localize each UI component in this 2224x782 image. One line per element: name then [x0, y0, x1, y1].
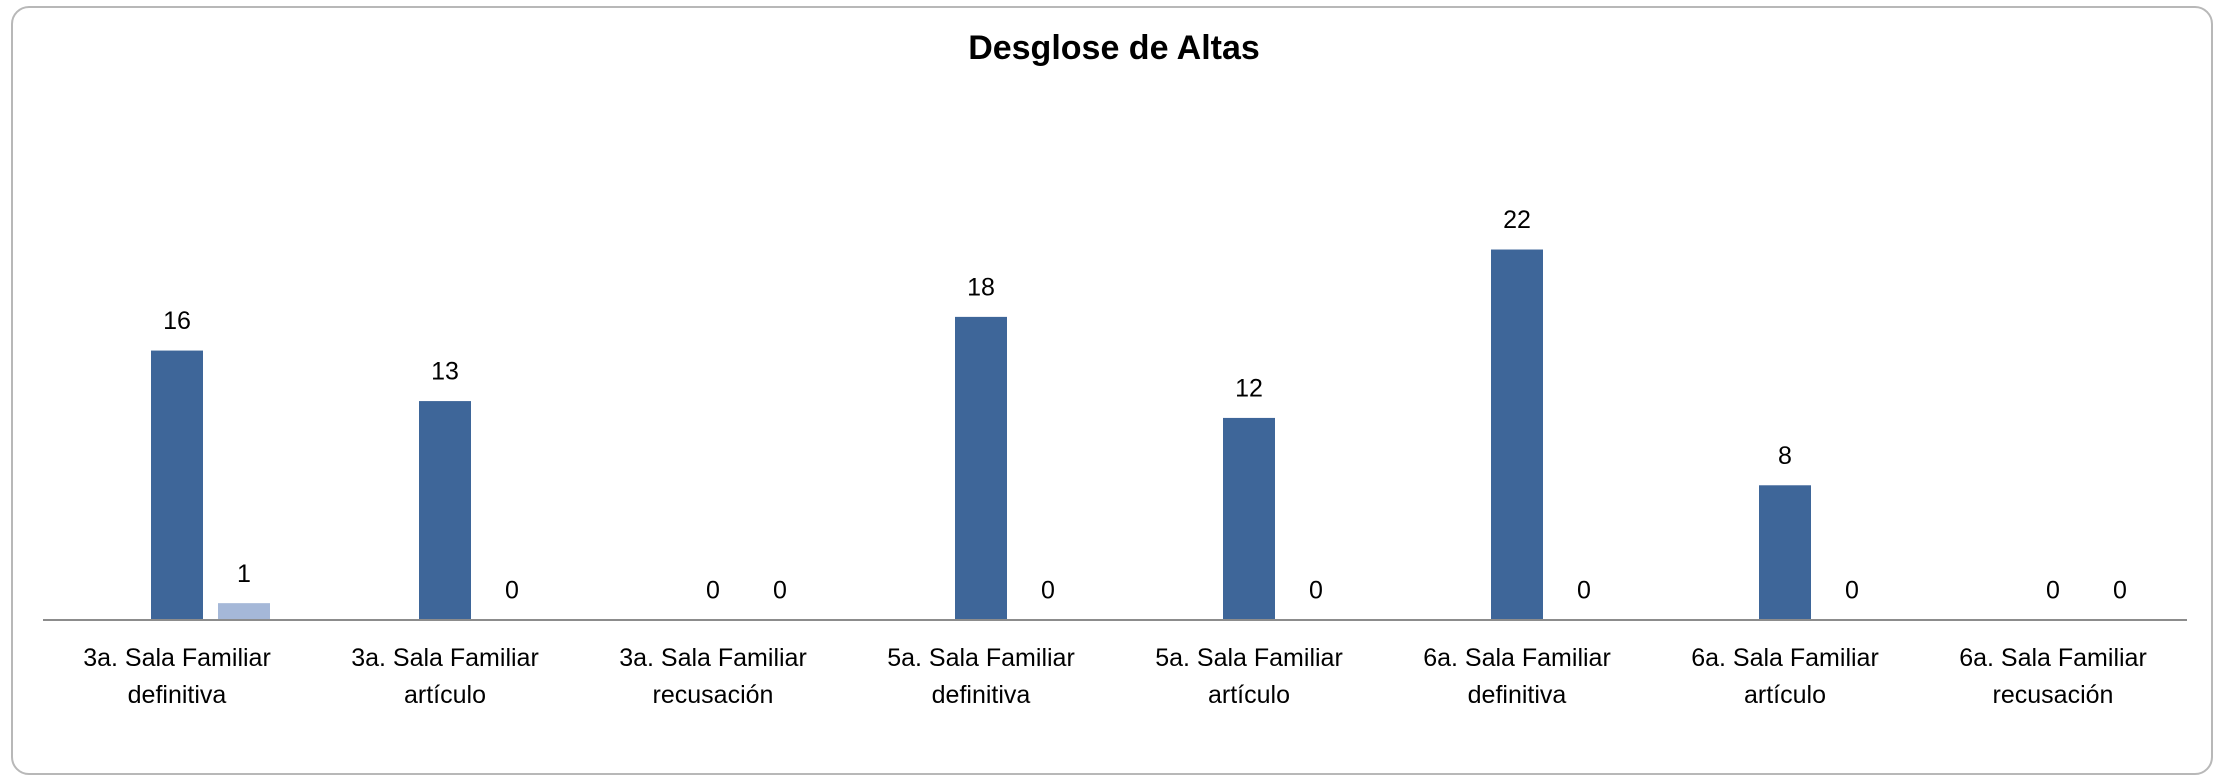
x-tick-label: 3a. Sala Familiar recusación — [619, 644, 807, 709]
value-label: 0 — [1577, 577, 1591, 605]
x-tick-label: 5a. Sala Familiar definitiva — [887, 644, 1075, 709]
bar — [955, 316, 1007, 620]
x-tick-label: 5a. Sala Familiar artículo — [1155, 644, 1343, 709]
bar — [1759, 485, 1811, 620]
x-tick-label: 6a. Sala Familiar definitiva — [1423, 644, 1611, 709]
value-label: 13 — [431, 358, 459, 386]
value-label: 0 — [1041, 577, 1055, 605]
value-label: 0 — [505, 577, 519, 605]
value-label: 0 — [2046, 577, 2060, 605]
value-label: 12 — [1235, 375, 1263, 403]
value-label: 18 — [967, 273, 995, 301]
x-tick-label: 6a. Sala Familiar recusación — [1959, 644, 2147, 709]
value-label: 22 — [1503, 206, 1531, 234]
value-label: 0 — [1309, 577, 1323, 605]
chart-frame — [11, 6, 2213, 775]
bar — [419, 401, 471, 620]
bar — [218, 603, 270, 620]
value-label: 0 — [1845, 577, 1859, 605]
x-tick-label: 3a. Sala Familiar artículo — [351, 644, 539, 709]
x-tick-label: 3a. Sala Familiar definitiva — [83, 644, 271, 709]
bar — [1491, 249, 1543, 620]
value-label: 1 — [237, 560, 251, 588]
value-label: 0 — [2113, 577, 2127, 605]
value-label: 0 — [773, 577, 787, 605]
value-label: 0 — [706, 577, 720, 605]
bar — [151, 350, 203, 620]
value-label: 16 — [163, 307, 191, 335]
value-label: 8 — [1778, 442, 1792, 470]
x-tick-label: 6a. Sala Familiar artículo — [1691, 644, 1879, 709]
bar — [1223, 417, 1275, 620]
chart-title: Desglose de Altas — [968, 29, 1260, 67]
